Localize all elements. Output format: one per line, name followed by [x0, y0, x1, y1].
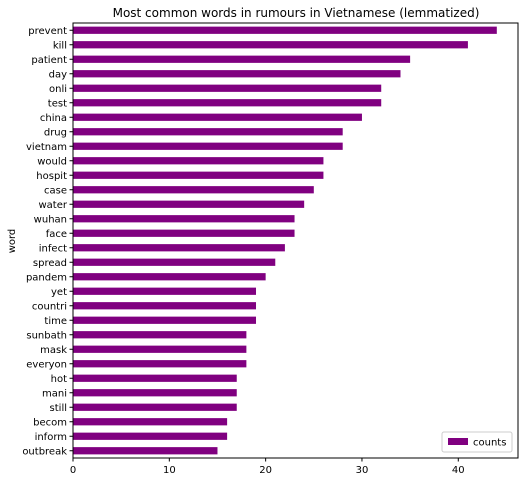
- bar-sunbath: [73, 331, 247, 339]
- y-tick-label-onli: onli: [49, 84, 67, 95]
- bar-would: [73, 157, 324, 165]
- bar-spread: [73, 258, 276, 266]
- y-tick-label-wuhan: wuhan: [34, 214, 67, 225]
- bar-prevent: [73, 26, 497, 34]
- y-tick-label-mask: mask: [40, 345, 67, 356]
- x-tick-label-30: 30: [356, 465, 369, 476]
- legend-label: counts: [473, 438, 506, 449]
- bar-time: [73, 316, 257, 324]
- bar-drug: [73, 128, 343, 136]
- bar-vietnam: [73, 142, 343, 150]
- x-tick-label-0: 0: [70, 465, 76, 476]
- x-tick-labels: 0 10 20 30 40: [70, 458, 465, 476]
- y-tick-label-kill: kill: [53, 40, 67, 51]
- bar-case: [73, 186, 314, 194]
- chart-title: Most common words in rumours in Vietname…: [113, 6, 480, 20]
- bar-outbreak: [73, 447, 218, 455]
- y-tick-label-sunbath: sunbath: [26, 330, 67, 341]
- y-tick-label-yet: yet: [51, 287, 67, 298]
- y-tick-label-prevent: prevent: [28, 26, 67, 37]
- y-tick-label-drug: drug: [44, 127, 67, 138]
- x-tick-label-20: 20: [259, 465, 272, 476]
- bar-onli: [73, 84, 382, 92]
- x-tick-label-10: 10: [163, 465, 176, 476]
- bar-yet: [73, 287, 257, 295]
- bar-china: [73, 113, 362, 121]
- y-tick-label-pandem: pandem: [26, 272, 67, 283]
- y-tick-label-face: face: [46, 229, 67, 240]
- bar-water: [73, 200, 305, 208]
- legend-swatch: [448, 438, 468, 445]
- y-tick-label-still: still: [50, 403, 67, 414]
- y-tick-label-becom: becom: [33, 417, 67, 428]
- y-tick-label-day: day: [49, 69, 67, 80]
- bar-test: [73, 99, 382, 107]
- bar-mask: [73, 345, 247, 353]
- bar-countri: [73, 302, 257, 310]
- y-tick-label-outbreak: outbreak: [22, 446, 67, 457]
- bar-face: [73, 229, 295, 237]
- bar-still: [73, 403, 237, 411]
- legend-box: [441, 431, 513, 453]
- y-tick-label-case: case: [44, 185, 67, 196]
- bar-kill: [73, 41, 468, 49]
- y-axis-label: word: [7, 229, 18, 254]
- legend: counts: [441, 431, 513, 453]
- y-tick-label-test: test: [48, 98, 67, 109]
- bars-group: [73, 26, 497, 455]
- bar-inform: [73, 432, 228, 440]
- bar-hot: [73, 374, 237, 382]
- bar-mani: [73, 389, 237, 397]
- y-tick-labels: prevent kill patient day onli test china drug vi…: [22, 26, 73, 457]
- y-tick-label-spread: spread: [33, 258, 67, 269]
- y-tick-label-countri: countri: [32, 301, 67, 312]
- y-tick-label-time: time: [44, 316, 67, 327]
- y-tick-label-china: china: [40, 113, 67, 124]
- bar-pandem: [73, 273, 266, 281]
- bar-everyon: [73, 360, 247, 368]
- y-tick-label-everyon: everyon: [26, 359, 67, 370]
- bar-patient: [73, 55, 411, 63]
- y-tick-label-patient: patient: [31, 55, 67, 66]
- y-tick-label-would: would: [37, 156, 67, 167]
- plot-frame: [72, 22, 519, 459]
- y-tick-label-water: water: [39, 200, 68, 211]
- y-tick-label-vietnam: vietnam: [26, 142, 67, 153]
- bar-hospit: [73, 171, 324, 179]
- bar-infect: [73, 244, 285, 252]
- y-tick-label-hot: hot: [51, 374, 67, 385]
- x-tick-label-40: 40: [452, 465, 465, 476]
- bar-day: [73, 70, 401, 78]
- y-tick-label-infect: infect: [39, 243, 67, 254]
- y-tick-label-inform: inform: [35, 432, 67, 443]
- bar-wuhan: [73, 215, 295, 223]
- y-tick-label-hospit: hospit: [36, 171, 67, 182]
- bar-becom: [73, 418, 228, 426]
- y-tick-label-mani: mani: [42, 388, 67, 399]
